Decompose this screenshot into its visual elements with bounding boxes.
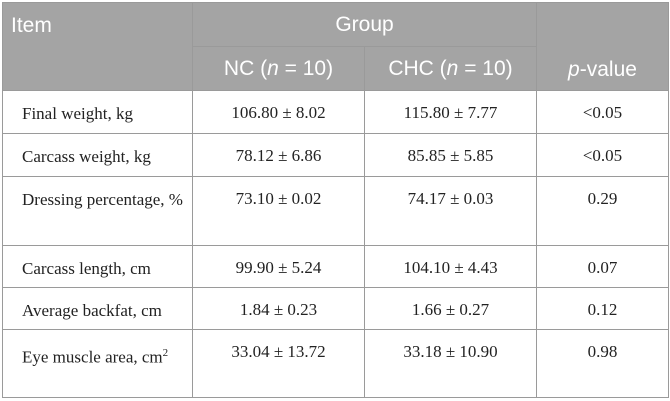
nc-value: 73.10 ± 0.02 (192, 176, 365, 246)
nc-value: 106.80 ± 8.02 (192, 89, 365, 135)
table-row: Eye muscle area, cm2 33.04 ± 13.72 33.18… (2, 329, 669, 398)
chc-value: 104.10 ± 4.43 (364, 244, 537, 289)
p-value: 0.98 (536, 329, 669, 398)
p-value: 0.07 (536, 244, 669, 289)
table-row: Dressing percentage, % 73.10 ± 0.02 74.1… (2, 176, 669, 246)
chc-value: 115.80 ± 7.77 (364, 89, 537, 135)
chc-value: 74.17 ± 0.03 (364, 176, 537, 246)
row-label: Average backfat, cm (2, 287, 193, 331)
table-row: Final weight, kg 106.80 ± 8.02 115.80 ± … (2, 89, 669, 135)
p-suffix: -value (579, 58, 637, 81)
p-value: 0.29 (536, 176, 669, 246)
p-value: 0.12 (536, 287, 669, 331)
row-label: Eye muscle area, cm2 (2, 329, 193, 398)
nc-value: 1.84 ± 0.23 (192, 287, 365, 331)
row-label: Carcass length, cm (2, 244, 193, 289)
chc-value: 85.85 ± 5.85 (364, 133, 537, 178)
row-label: Dressing percentage, % (2, 176, 193, 246)
header-p-value: p-value (536, 2, 669, 91)
nc-value: 99.90 ± 5.24 (192, 244, 365, 289)
superscript: 2 (162, 347, 169, 360)
table-row: Average backfat, cm 1.84 ± 0.23 1.66 ± 0… (2, 287, 669, 331)
header-group: Group (192, 2, 537, 47)
chc-value: 33.18 ± 10.90 (364, 329, 537, 398)
nc-value: 78.12 ± 6.86 (192, 133, 365, 178)
p-var: p (568, 58, 580, 81)
p-value: <0.05 (536, 89, 669, 135)
header-item: Item (2, 2, 193, 91)
header-chc: CHC (n = 10) (364, 46, 537, 91)
chc-value: 1.66 ± 0.27 (364, 287, 537, 331)
row-label: Carcass weight, kg (2, 133, 193, 178)
p-value: <0.05 (536, 133, 669, 178)
table-row: Carcass weight, kg 78.12 ± 6.86 85.85 ± … (2, 133, 669, 178)
nc-value: 33.04 ± 13.72 (192, 329, 365, 398)
table-row: Carcass length, cm 99.90 ± 5.24 104.10 ±… (2, 244, 669, 289)
header-nc: NC (n = 10) (192, 46, 365, 91)
row-label: Final weight, kg (2, 89, 193, 135)
